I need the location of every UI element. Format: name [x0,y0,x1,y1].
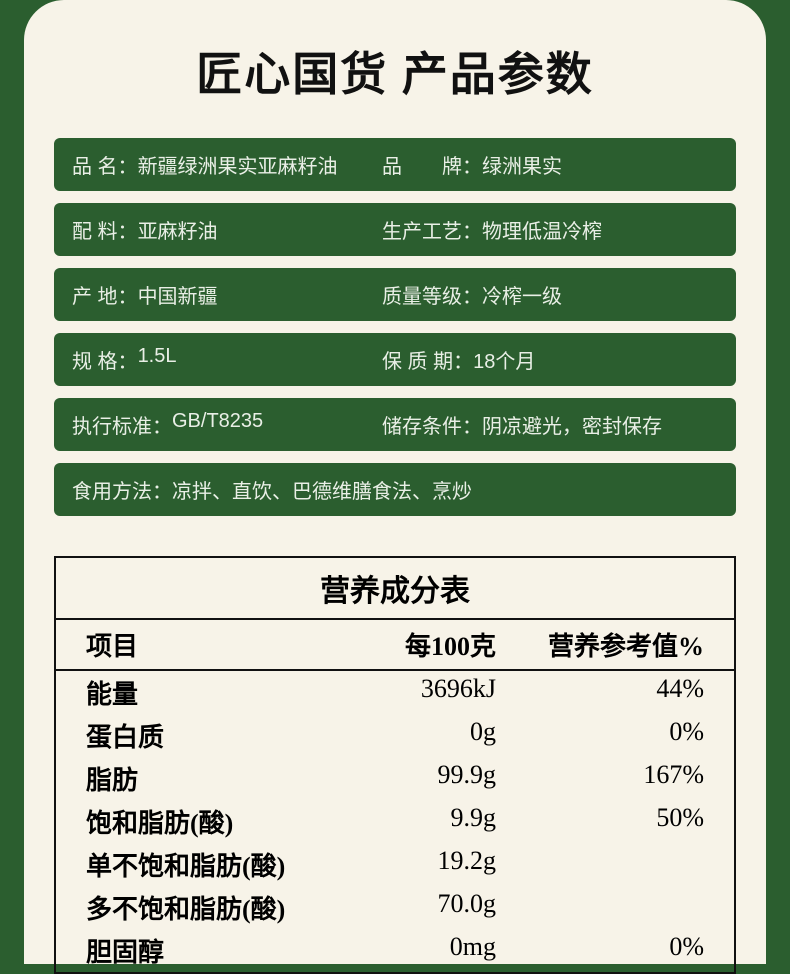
spec-value: 亚麻籽油 [138,215,218,244]
spec-value: 绿洲果实 [482,150,562,179]
spec-value: 中国新疆 [138,280,218,309]
page-title: 匠心国货 产品参数 [54,38,736,104]
cell-nrv [496,846,734,883]
cell-per100g: 99.9g [296,760,496,797]
spec-label: 保 质 期： [382,345,473,374]
spec-left: 规 格：1.5L [72,345,382,374]
nutrition-row: 饱和脂肪(酸)9.9g50% [56,800,734,843]
spec-left: 执行标准：GB/T8235 [72,410,382,439]
spec-right: 储存条件：阴凉避光，密封保存 [382,410,718,439]
spec-label: 品 牌： [382,150,482,179]
spec-label: 食用方法： [72,475,172,504]
cell-item: 单不饱和脂肪(酸) [56,846,296,883]
spec-row: 品 名：新疆绿洲果实亚麻籽油品 牌：绿洲果实 [54,138,736,191]
spec-right: 质量等级：冷榨一级 [382,280,718,309]
spec-label: 产 地： [72,280,138,309]
spec-label: 品 名： [72,150,138,179]
col-item: 项目 [56,626,296,663]
cell-item: 胆固醇 [56,932,296,969]
spec-label: 规 格： [72,345,138,374]
spec-row: 食用方法：凉拌、直饮、巴德维膳食法、烹炒 [54,463,736,516]
spec-left: 产 地：中国新疆 [72,280,382,309]
cell-per100g: 0g [296,717,496,754]
cell-per100g: 3696kJ [296,674,496,711]
cell-nrv: 0% [496,717,734,754]
spec-value: 阴凉避光，密封保存 [482,410,662,439]
cell-per100g: 70.0g [296,889,496,926]
spec-value: 物理低温冷榨 [482,215,602,244]
nutrition-row: 单不饱和脂肪(酸)19.2g [56,843,734,886]
spec-label: 生产工艺： [382,215,482,244]
spec-row: 配 料：亚麻籽油生产工艺：物理低温冷榨 [54,203,736,256]
cell-nrv: 167% [496,760,734,797]
spec-label: 质量等级： [382,280,482,309]
product-card: 匠心国货 产品参数 品 名：新疆绿洲果实亚麻籽油品 牌：绿洲果实配 料：亚麻籽油… [24,0,766,964]
cell-item: 脂肪 [56,760,296,797]
nutrition-row: 能量3696kJ44% [56,671,734,714]
nutrition-table: 营养成分表 项目 每100克 营养参考值% 能量3696kJ44%蛋白质0g0%… [54,556,736,974]
spec-value: 冷榨一级 [482,280,562,309]
cell-nrv: 0% [496,932,734,969]
spec-label: 执行标准： [72,410,172,439]
spec-row: 执行标准：GB/T8235储存条件：阴凉避光，密封保存 [54,398,736,451]
spec-right: 保 质 期：18个月 [382,345,718,374]
spec-value: 新疆绿洲果实亚麻籽油 [138,150,338,179]
col-per100g: 每100克 [296,626,496,663]
spec-label: 储存条件： [382,410,482,439]
cell-item: 多不饱和脂肪(酸) [56,889,296,926]
cell-per100g: 19.2g [296,846,496,883]
spec-right: 品 牌：绿洲果实 [382,150,718,179]
cell-per100g: 9.9g [296,803,496,840]
spec-row: 产 地：中国新疆质量等级：冷榨一级 [54,268,736,321]
col-nrv: 营养参考值% [496,626,734,663]
spec-row: 规 格：1.5L保 质 期：18个月 [54,333,736,386]
spec-value: GB/T8235 [172,410,263,439]
cell-per100g: 0mg [296,932,496,969]
spec-list: 品 名：新疆绿洲果实亚麻籽油品 牌：绿洲果实配 料：亚麻籽油生产工艺：物理低温冷… [54,138,736,516]
nutrition-title: 营养成分表 [56,558,734,620]
spec-value: 1.5L [138,345,177,374]
cell-item: 能量 [56,674,296,711]
nutrition-body: 能量3696kJ44%蛋白质0g0%脂肪99.9g167%饱和脂肪(酸)9.9g… [56,671,734,972]
nutrition-row: 蛋白质0g0% [56,714,734,757]
nutrition-header: 项目 每100克 营养参考值% [56,620,734,671]
cell-nrv [496,889,734,926]
spec-value: 18个月 [473,345,535,374]
cell-item: 饱和脂肪(酸) [56,803,296,840]
nutrition-row: 多不饱和脂肪(酸)70.0g [56,886,734,929]
spec-left: 品 名：新疆绿洲果实亚麻籽油 [72,150,382,179]
spec-left: 配 料：亚麻籽油 [72,215,382,244]
spec-label: 配 料： [72,215,138,244]
cell-nrv: 44% [496,674,734,711]
nutrition-row: 胆固醇0mg0% [56,929,734,972]
spec-right: 生产工艺：物理低温冷榨 [382,215,718,244]
cell-nrv: 50% [496,803,734,840]
cell-item: 蛋白质 [56,717,296,754]
spec-value: 凉拌、直饮、巴德维膳食法、烹炒 [172,475,472,504]
nutrition-row: 脂肪99.9g167% [56,757,734,800]
spec-left: 食用方法：凉拌、直饮、巴德维膳食法、烹炒 [72,475,718,504]
